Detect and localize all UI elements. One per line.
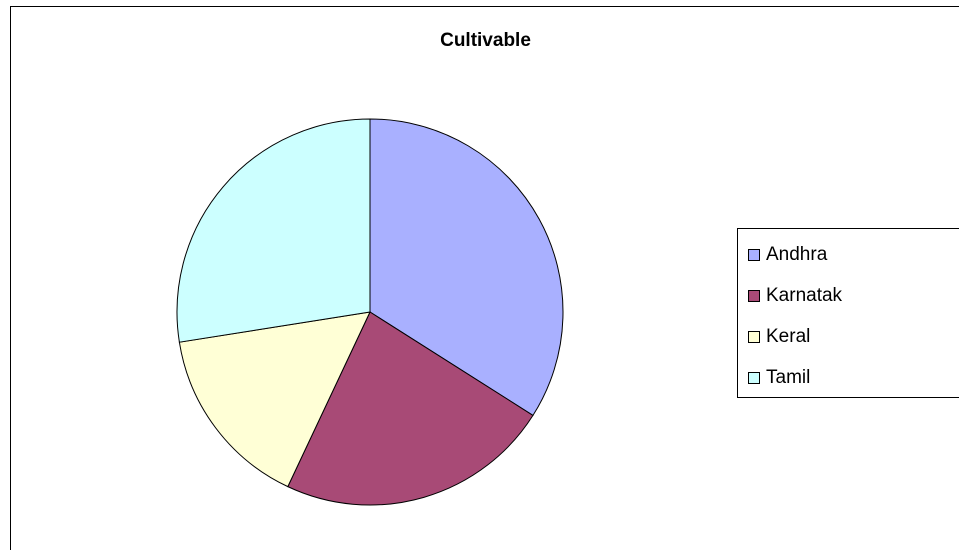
chart-title: Cultivable [440,30,531,51]
legend-label-tamil: Tamil [766,367,811,388]
legend-item-karnatak: Karnatak [748,282,842,310]
legend-label-karnatak: Karnatak [766,285,843,306]
legend-item-keral: Keral [748,323,810,351]
pie-slices [176,118,564,506]
legend: Andhra Karnatak Keral Tamil [737,228,959,398]
pie-slice-keral [178,311,371,488]
legend-swatch-keral [748,331,760,343]
legend-swatch-karnatak [748,290,760,302]
legend-swatch-tamil [748,372,760,384]
pie-slice-andhra [369,118,564,417]
pie-slice-karnatak [287,311,534,506]
legend-item-andhra: Andhra [748,241,827,269]
pie-slice-tamil [176,118,371,343]
legend-label-andhra: Andhra [766,244,828,265]
legend-swatch-andhra [748,249,760,261]
legend-item-tamil: Tamil [748,364,810,392]
legend-label-keral: Keral [766,326,811,347]
